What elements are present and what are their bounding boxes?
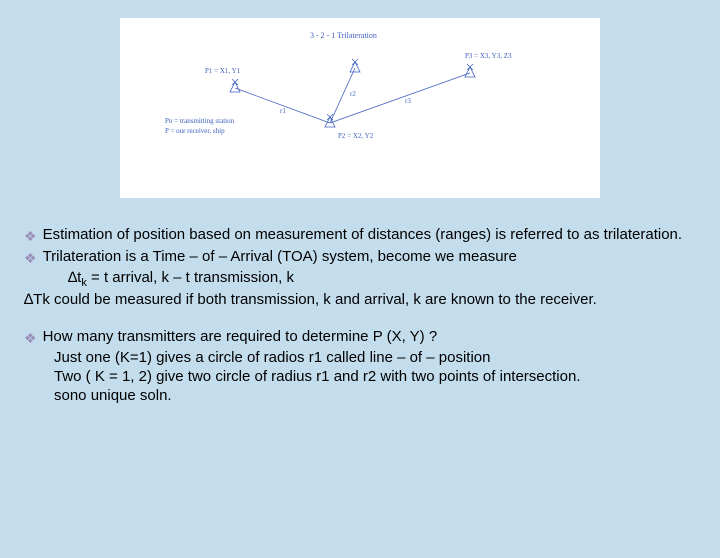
bullet-2-line2: ∆tk = t arrival, k – t transmission, k: [24, 269, 692, 291]
delta-tk-pre: ∆t: [68, 269, 81, 286]
svg-text:r2: r2: [350, 90, 356, 98]
bullet-3-text: How many transmitters are required to de…: [43, 328, 692, 347]
svg-text:3 - 2 - 1 Trilateration: 3 - 2 - 1 Trilateration: [310, 31, 377, 40]
svg-text:r1: r1: [280, 107, 286, 115]
svg-text:Pn = transmitting station: Pn = transmitting station: [165, 117, 235, 125]
bullet-1: ❖ Estimation of position based on measur…: [24, 226, 692, 246]
diamond-bullet-icon: ❖: [24, 228, 37, 246]
trilateration-diagram: 3 - 2 - 1 Trilateration r1 r2 r3 P1 = X1, …: [120, 18, 600, 198]
slide-text-content: ❖ Estimation of position based on measur…: [0, 226, 720, 405]
bullet-2: ❖ Trilateration is a Time – of – Arrival…: [24, 248, 692, 268]
bullet-2-line3: ∆Tk could be measured if both transmissi…: [24, 291, 692, 310]
bullet-3-line2: Two ( K = 1, 2) give two circle of radiu…: [24, 368, 692, 387]
svg-text:P2 = X2, Y2: P2 = X2, Y2: [338, 132, 374, 140]
svg-text:P1 = X1, Y1: P1 = X1, Y1: [205, 67, 241, 75]
bullet-3-line1: Just one (K=1) gives a circle of radios …: [24, 349, 692, 368]
svg-text:P = our receiver, ship: P = our receiver, ship: [165, 127, 225, 135]
bullet-3-line3: sono unique soln.: [24, 387, 692, 406]
bullet-3: ❖ How many transmitters are required to …: [24, 328, 692, 348]
diamond-bullet-icon: ❖: [24, 330, 37, 348]
diagram-svg: 3 - 2 - 1 Trilateration r1 r2 r3 P1 = X1, …: [120, 18, 600, 198]
bullet-1-text: Estimation of position based on measurem…: [43, 226, 692, 245]
svg-text:r3: r3: [405, 97, 411, 105]
delta-tk-post: = t arrival, k – t transmission, k: [87, 269, 294, 286]
svg-text:P3 = X3, Y3, Z3: P3 = X3, Y3, Z3: [465, 52, 512, 60]
bullet-2-text: Trilateration is a Time – of – Arrival (…: [43, 248, 692, 267]
diamond-bullet-icon: ❖: [24, 250, 37, 268]
